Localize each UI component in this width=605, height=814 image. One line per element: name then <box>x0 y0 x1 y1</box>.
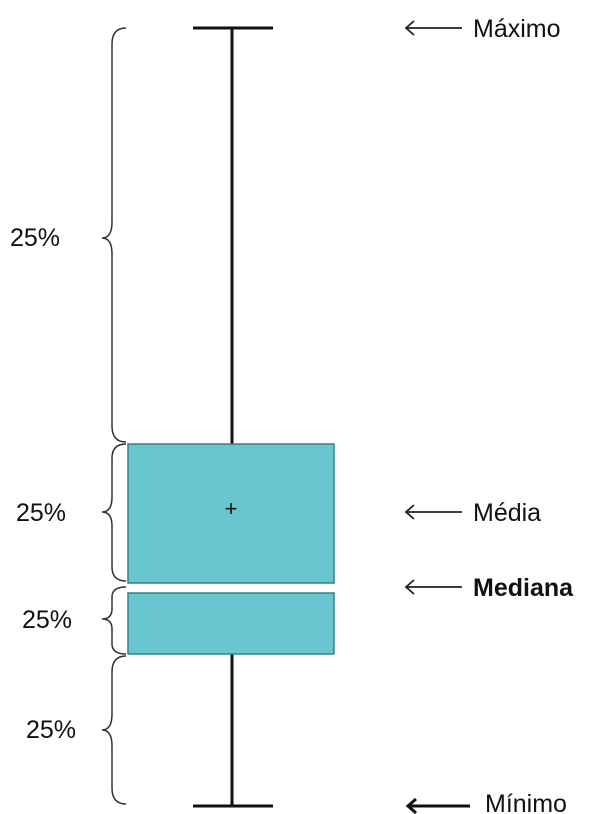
left-arrow-icon <box>404 20 462 36</box>
mean-marker: + <box>225 496 238 521</box>
curly-brace-icon <box>101 443 127 582</box>
box-lower <box>127 592 335 655</box>
curly-brace-icon <box>101 586 127 655</box>
curly-brace-icon <box>101 655 127 805</box>
quartile-label-top: 25% <box>10 224 60 252</box>
label-minimo: Mínimo <box>485 790 567 814</box>
label-mediana: Mediana <box>473 574 574 602</box>
left-arrow-icon <box>404 579 462 595</box>
label-maximo: Máximo <box>473 15 561 43</box>
quartile-label-upper-box: 25% <box>16 499 66 527</box>
box-upper <box>127 443 335 584</box>
curly-brace-icon <box>101 27 127 443</box>
quartile-label-bottom: 25% <box>26 716 76 744</box>
quartile-label-lower-box: 25% <box>22 606 72 634</box>
label-media: Média <box>473 499 541 527</box>
left-arrow-icon <box>405 797 470 814</box>
left-arrow-icon <box>404 504 462 520</box>
